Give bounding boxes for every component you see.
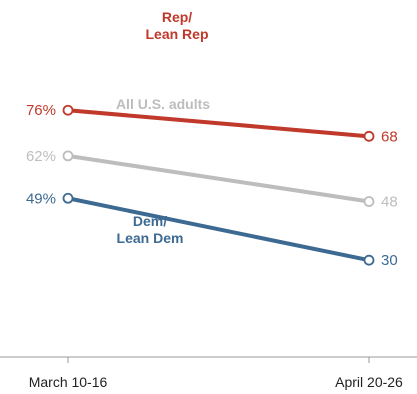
data-point-rep-lean-rep-0 [62,104,74,116]
series-label-line: Rep/ [162,9,192,25]
data-point-dem-lean-dem-1 [363,254,375,266]
data-label-rep-lean-rep-1: 68 [381,128,398,145]
data-label-dem-lean-dem-0: 49% [26,190,56,207]
series-label-line: All U.S. adults [116,96,210,112]
series-line-all-u-s-adults [67,153,370,204]
data-point-dem-lean-dem-0 [62,192,74,204]
series-label-all-u-s-adults: All U.S. adults [116,96,210,112]
series-line-rep-lean-rep [67,108,370,139]
series-label-line: Dem/ [133,213,167,229]
data-label-all-u-s-adults-1: 48 [381,194,398,211]
data-label-all-u-s-adults-0: 62% [26,148,56,165]
data-point-all-u-s-adults-0 [62,150,74,162]
series-line-dem-lean-dem [67,196,370,263]
data-point-rep-lean-rep-1 [363,130,375,142]
data-label-dem-lean-dem-1: 30 [381,252,398,269]
x-tick-label: April 20-26 [335,374,403,390]
series-label-line: Lean Dem [117,230,184,246]
data-label-rep-lean-rep-0: 76% [26,102,56,119]
data-point-all-u-s-adults-1 [363,196,375,207]
series-label-line: Lean Rep [145,26,208,42]
series-label-rep-lean-rep: Rep/Lean Rep [145,9,208,42]
x-axis: March 10-16 April 20-26 [0,356,417,390]
series-label-dem-lean-dem: Dem/Lean Dem [117,213,184,246]
series-layer: 76% 68 Rep/Lean Rep 62% 48 All U.S. adults 49%… [26,9,398,269]
x-tick-label: March 10-16 [29,374,108,390]
